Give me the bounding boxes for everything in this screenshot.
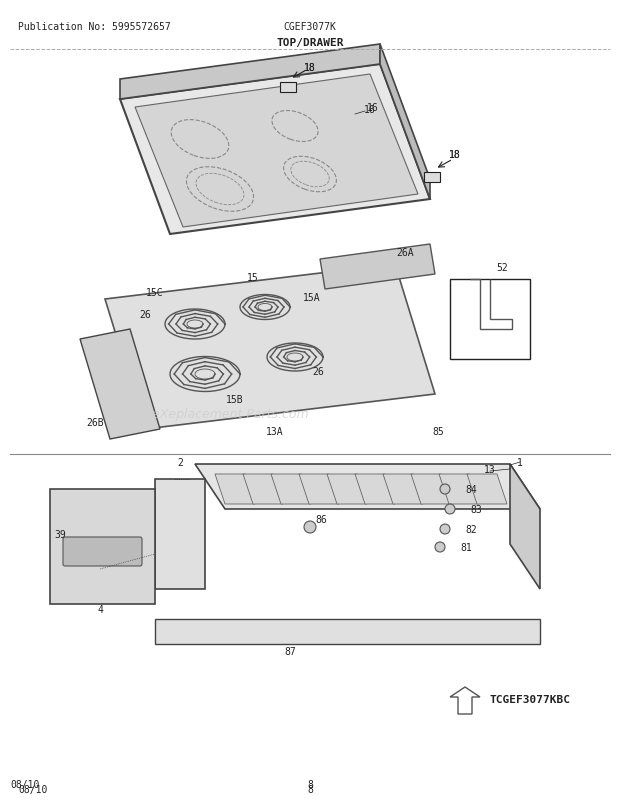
Text: 08/10: 08/10 [10,779,40,789]
Text: 16: 16 [367,103,379,113]
Circle shape [440,484,450,494]
Text: Publication No: 5995572657: Publication No: 5995572657 [18,22,170,32]
Text: 08/10: 08/10 [18,784,47,794]
Polygon shape [135,75,418,228]
Polygon shape [383,475,423,504]
Text: 81: 81 [460,542,472,553]
Text: 2: 2 [177,457,183,468]
Text: 18: 18 [304,63,316,73]
Polygon shape [271,475,311,504]
Polygon shape [439,475,479,504]
Text: 8: 8 [307,779,313,789]
Text: 87: 87 [284,646,296,656]
Text: 85: 85 [432,427,444,436]
Text: eXeplacement Parts.com: eXeplacement Parts.com [152,408,308,421]
Text: 18: 18 [449,150,461,160]
Polygon shape [155,480,205,589]
Text: 52: 52 [496,263,508,273]
Polygon shape [215,475,255,504]
Text: 26: 26 [312,367,324,376]
Polygon shape [327,475,367,504]
FancyBboxPatch shape [63,537,142,566]
Text: 84: 84 [465,484,477,494]
Bar [450,280,530,359]
Text: 86: 86 [315,514,327,525]
Text: 16: 16 [364,105,376,115]
Text: 13A: 13A [266,427,284,436]
Bar [280,83,296,93]
Text: 13: 13 [484,464,496,475]
Polygon shape [80,330,160,439]
Text: 1: 1 [517,457,523,468]
Circle shape [435,542,445,553]
Text: 26B: 26B [86,418,104,427]
Text: TCGEF3077KBC: TCGEF3077KBC [490,695,571,704]
Text: 15: 15 [247,273,259,282]
Polygon shape [105,265,435,429]
Circle shape [304,521,316,533]
Polygon shape [50,489,155,604]
Polygon shape [380,45,430,200]
Polygon shape [120,65,430,235]
Text: 26A: 26A [396,248,414,257]
Text: 26: 26 [139,310,151,320]
Polygon shape [467,475,507,504]
Text: 18: 18 [304,63,316,73]
Polygon shape [195,464,540,509]
Text: 15C: 15C [146,288,164,298]
Polygon shape [320,245,435,290]
Polygon shape [510,464,540,589]
Polygon shape [120,45,380,100]
Polygon shape [155,619,540,644]
Text: 83: 83 [470,504,482,514]
Polygon shape [243,475,283,504]
Text: 15A: 15A [303,293,321,302]
Text: CGEF3077K: CGEF3077K [283,22,337,32]
Bar [424,172,440,183]
Polygon shape [355,475,395,504]
Text: 39: 39 [54,529,66,539]
Text: 82: 82 [465,525,477,534]
Circle shape [445,504,455,514]
Circle shape [440,525,450,534]
Text: TOP/DRAWER: TOP/DRAWER [277,38,343,48]
Text: 4: 4 [97,604,103,614]
Text: 18: 18 [449,150,461,160]
Text: 8: 8 [307,784,313,794]
Polygon shape [411,475,451,504]
Text: 15B: 15B [226,395,244,404]
Polygon shape [299,475,339,504]
